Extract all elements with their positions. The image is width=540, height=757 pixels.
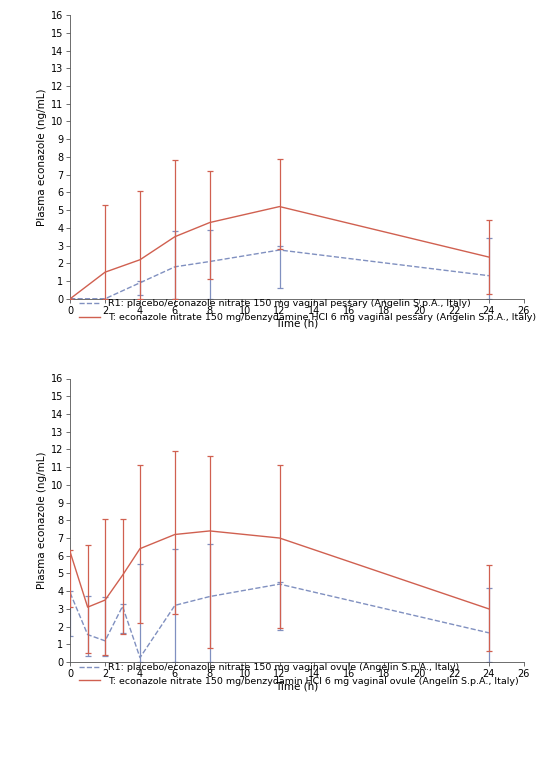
Legend: R1: placebo/econazole nitrate 150 mg vaginal ovule (Angelin S.p.A., Italy), T: e: R1: placebo/econazole nitrate 150 mg vag… [79, 663, 518, 686]
Y-axis label: Plasma econazole (ng/mL): Plasma econazole (ng/mL) [37, 451, 47, 589]
Y-axis label: Plasma econazole (ng/mL): Plasma econazole (ng/mL) [37, 88, 47, 226]
Legend: R1: placebo/econazole nitrate 150 mg vaginal pessary (Angelin S.p.A., Italy), T:: R1: placebo/econazole nitrate 150 mg vag… [79, 300, 536, 322]
X-axis label: Time (h): Time (h) [275, 319, 319, 329]
X-axis label: Time (h): Time (h) [275, 682, 319, 692]
